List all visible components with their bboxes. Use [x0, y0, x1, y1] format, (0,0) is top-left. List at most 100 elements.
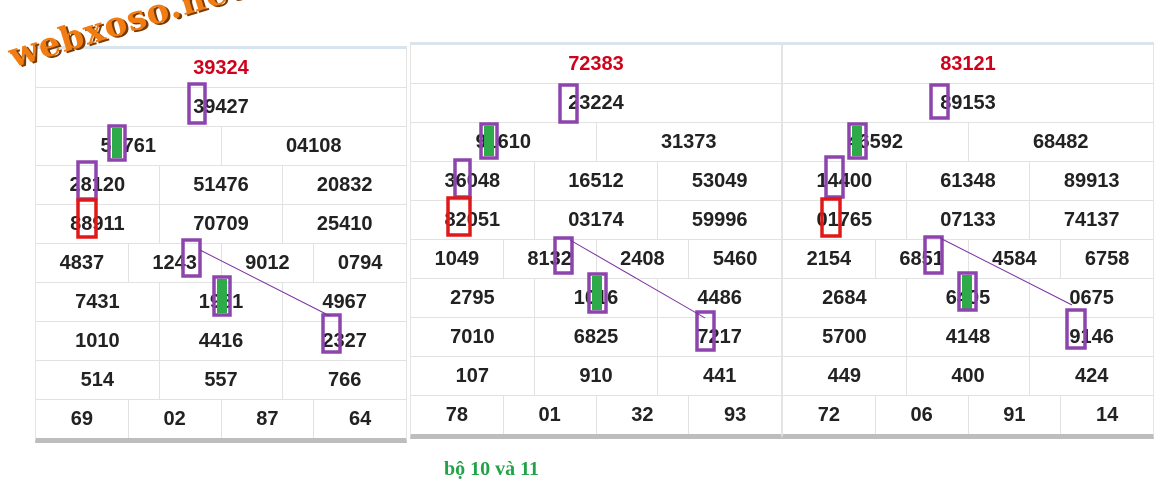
result-row: 5700 4148 9146	[783, 318, 1153, 357]
prize-number: 70709	[160, 205, 284, 243]
result-row: 514 557 766	[36, 361, 406, 400]
prize-number: 4584	[969, 240, 1062, 278]
prize-number: 7431	[36, 283, 160, 321]
result-row: 39324	[36, 49, 406, 88]
result-row: 2154 6851 4584 6758	[783, 240, 1153, 279]
prize-number: 1016	[535, 279, 659, 317]
prize-number: 88911	[36, 205, 160, 243]
prize-number: 8132	[504, 240, 597, 278]
prize-number: 1010	[36, 322, 160, 360]
prize-number: 51476	[160, 166, 284, 204]
prize-number: 5700	[783, 318, 907, 356]
result-panel: 72383 23224 91610 31373 36048 16512 53049 82051…	[410, 42, 782, 439]
prize-number: 0675	[1069, 286, 1114, 309]
prize-number: 6405	[907, 279, 1031, 317]
prize-number: 2684	[783, 279, 907, 317]
result-row: 1049 8132 2408 5460	[411, 240, 781, 279]
prize-number: 1981	[160, 283, 284, 321]
result-row: 28120 51476 20832	[36, 166, 406, 205]
prize-number: 514	[36, 361, 160, 399]
result-row: 14400 61348 89913	[783, 162, 1153, 201]
caption: bộ 10 và 11	[444, 458, 540, 480]
prize-number: 87	[222, 400, 315, 438]
prize-number: 910	[535, 357, 659, 395]
result-row: 4837 1243 9012 0794	[36, 244, 406, 283]
prize-number: 32	[597, 396, 690, 434]
prize-number: 7217	[697, 325, 742, 348]
result-row: 89153	[783, 84, 1153, 123]
prize-number: 68482	[1032, 130, 1089, 153]
prize-number: 89913	[1063, 169, 1120, 192]
result-row: 1010 4416 2327	[36, 322, 406, 361]
result-row: 7431 1981 4967	[36, 283, 406, 322]
prize-number: 78	[411, 396, 504, 434]
prize-number: 53049	[691, 169, 748, 192]
prize-number: 07133	[907, 201, 1031, 239]
result-panel: 83121 89153 46592 68482 14400 61348 89913 01765…	[782, 42, 1154, 439]
prize-number: 93	[724, 403, 747, 426]
prize-number: 449	[783, 357, 907, 395]
prize-number: 03174	[535, 201, 659, 239]
prize-number: 7010	[411, 318, 535, 356]
result-row: 46592 68482	[783, 123, 1153, 162]
result-row: 91610 31373	[411, 123, 781, 162]
prize-number: 25410	[316, 212, 373, 235]
prize-number: 46592	[783, 123, 969, 161]
prize-number: 91610	[411, 123, 597, 161]
prize-number: 74137	[1063, 208, 1120, 231]
prize-number: 766	[327, 368, 362, 391]
special-prize: 83121	[940, 52, 996, 75]
prize-number: 4486	[697, 286, 742, 309]
result-row: 36048 16512 53049	[411, 162, 781, 201]
prize-number: 6851	[876, 240, 969, 278]
result-row: 82051 03174 59996	[411, 201, 781, 240]
prize-number: 91	[969, 396, 1062, 434]
prize-number: 14	[1096, 403, 1119, 426]
prize-number: 36048	[411, 162, 535, 200]
prize-number: 39427	[193, 95, 249, 118]
prize-number: 1243	[129, 244, 222, 282]
prize-number: 82051	[411, 201, 535, 239]
prize-number: 58761	[36, 127, 222, 165]
prize-number: 4967	[322, 290, 367, 313]
prize-number: 1049	[411, 240, 504, 278]
prize-number: 61348	[907, 162, 1031, 200]
result-row: 88911 70709 25410	[36, 205, 406, 244]
prize-number: 2154	[783, 240, 876, 278]
prize-number: 2795	[411, 279, 535, 317]
prize-number: 20832	[316, 173, 373, 196]
special-prize: 72383	[568, 52, 624, 75]
prize-number: 400	[907, 357, 1031, 395]
prize-number: 64	[349, 407, 372, 430]
result-row: 2795 1016 4486	[411, 279, 781, 318]
result-row: 107 910 441	[411, 357, 781, 396]
result-row: 449 400 424	[783, 357, 1153, 396]
prize-number: 16512	[535, 162, 659, 200]
prize-number: 14400	[783, 162, 907, 200]
prize-number: 72	[783, 396, 876, 434]
prize-number: 2408	[597, 240, 690, 278]
prize-number: 4837	[36, 244, 129, 282]
result-row: 78 01 32 93	[411, 396, 781, 434]
prize-number: 02	[129, 400, 222, 438]
prize-number: 6758	[1084, 247, 1130, 270]
prize-number: 23224	[568, 91, 624, 114]
result-row: 23224	[411, 84, 781, 123]
result-row: 58761 04108	[36, 127, 406, 166]
prize-number: 01	[504, 396, 597, 434]
prize-number: 4416	[160, 322, 284, 360]
prize-number: 69	[36, 400, 129, 438]
prize-number: 59996	[691, 208, 748, 231]
special-prize: 39324	[193, 56, 249, 79]
result-row: 01765 07133 74137	[783, 201, 1153, 240]
prize-number: 424	[1074, 364, 1109, 387]
prize-number: 06	[876, 396, 969, 434]
prize-number: 107	[411, 357, 535, 395]
result-row: 2684 6405 0675	[783, 279, 1153, 318]
prize-number: 31373	[660, 130, 717, 153]
prize-number: 9012	[222, 244, 315, 282]
prize-number: 5460	[712, 247, 758, 270]
prize-number: 557	[160, 361, 284, 399]
prize-number: 0794	[337, 251, 383, 274]
